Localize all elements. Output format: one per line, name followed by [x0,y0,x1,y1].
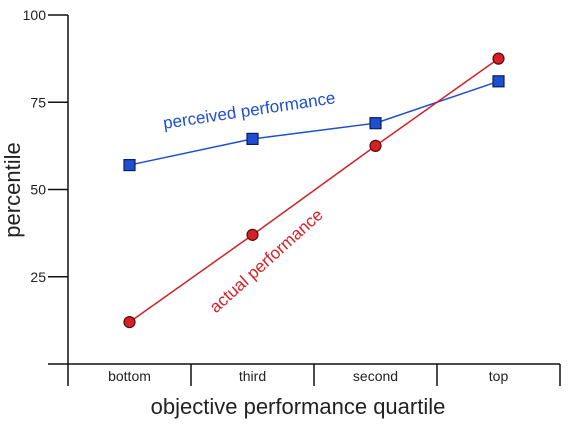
y-tick-label: 50 [30,182,46,198]
series-line [129,58,499,323]
x-tick-label: bottom [108,368,151,384]
series-label-perceived: perceived performance [162,88,337,132]
series-label-actual: actual performance [206,205,327,316]
y-tick-label: 100 [23,7,47,23]
y-tick-label: 75 [30,94,46,110]
series-markers [123,52,505,329]
data-point-circle [246,228,259,241]
data-point-circle [369,139,382,152]
data-point-circle [123,316,136,329]
labels: perceived performance actual performance [162,88,337,316]
y-axis-title: percentile [0,142,25,237]
data-point-square [123,158,136,172]
x-tick-label: third [239,368,266,384]
x-tick-label: top [489,368,509,384]
axes: 25 50 75 100 bottom third second top objective p… [0,7,561,419]
y-tick-label: 25 [30,269,46,285]
x-tick-label: second [353,368,398,384]
series-lines [129,58,499,323]
data-point-square [369,117,382,130]
x-axis-title: objective performance quartile [151,394,446,419]
data-point-square [492,75,505,88]
data-point-circle [492,52,505,65]
data-point-square [246,132,259,145]
